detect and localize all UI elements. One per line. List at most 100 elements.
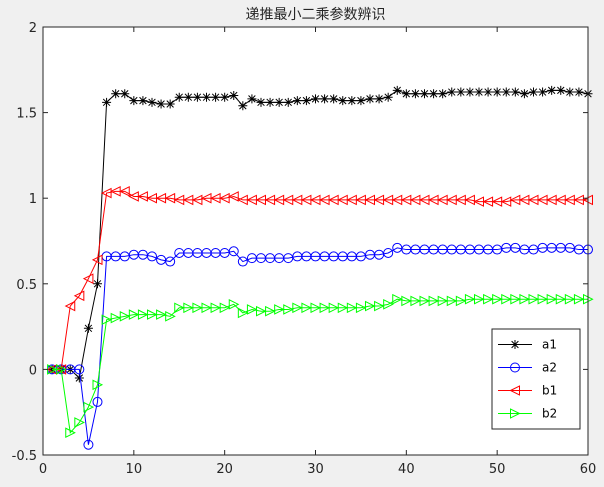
data-point-a1 [147,97,157,107]
data-point-a1 [429,89,439,99]
data-point-b2 [328,302,340,314]
data-point-a1 [483,87,493,97]
data-point-a1 [301,96,311,106]
data-point-b2 [274,304,285,315]
data-point-a1 [111,89,121,99]
legend-item-a2: a2 [498,361,557,375]
data-point-b1 [191,194,203,206]
data-point-a1 [265,97,275,107]
data-point-b2 [256,305,267,317]
data-point-b2 [101,314,113,326]
data-point-a1 [292,96,302,106]
data-point-a1 [410,89,420,99]
data-point-a1 [547,85,557,95]
data-point-a1 [456,87,466,97]
legend-item-a1: a1 [498,338,557,352]
data-point-b2 [183,302,194,314]
data-point-b2 [483,293,494,305]
data-point-b2 [246,304,258,315]
data-point-a1 [311,94,320,104]
data-point-b2 [219,302,231,314]
legend-item-b2: b2 [498,407,557,421]
x-tick-label: 10 [126,462,143,477]
data-point-b2 [392,293,403,305]
data-point-b2 [374,300,385,312]
legend-item-b1: b1 [498,384,557,398]
data-point-a1 [320,94,330,104]
data-point-b1 [464,194,475,206]
data-point-b2 [365,300,376,312]
data-point-b2 [492,293,503,305]
data-point-b1 [100,187,112,199]
y-tick-label: 1.5 [16,107,37,122]
data-point-a1 [556,85,566,95]
data-point-a1 [538,87,548,97]
x-tick-label: 50 [489,462,506,477]
data-point-b1 [219,192,230,204]
plot-area [46,85,594,450]
data-point-b2 [165,311,176,322]
data-point-a1 [192,92,202,102]
legend-label: a1 [542,338,557,352]
legend-label: a2 [542,361,557,375]
data-point-b2 [510,293,521,305]
data-point-b2 [419,295,431,307]
data-point-a1 [438,89,448,99]
legend-marker-a2 [510,362,520,373]
legend-label: b2 [542,407,557,421]
data-point-b2 [228,299,240,310]
data-point-a1 [329,94,339,104]
data-point-b2 [92,379,104,391]
data-point-a2 [237,256,248,267]
chart-title: 递推最小二乘参数辨识 [246,6,386,23]
data-point-a2 [92,396,103,407]
data-point-b2 [174,302,185,314]
data-point-b1 [64,300,76,312]
data-point-b2 [56,364,67,375]
data-point-a1 [102,97,112,107]
data-point-b2 [83,401,95,413]
y-tick-label: -0.5 [12,449,37,464]
data-point-b2 [383,299,394,310]
data-point-b2 [410,295,422,307]
data-point-b1 [500,196,512,207]
data-point-a1 [529,87,538,97]
data-point-a1 [401,89,411,99]
data-point-b1 [137,191,148,202]
data-point-b2 [74,417,85,428]
axis-ticks: 0 10 20 30 40 50 60-0.500.511.52 [12,21,597,477]
data-point-b2 [355,302,367,314]
data-point-a1 [447,87,457,97]
data-point-a1 [83,323,93,333]
data-point-b2 [428,295,440,307]
y-tick-label: 0 [29,363,37,378]
data-point-b2 [401,295,412,307]
data-point-a2 [228,246,239,257]
data-point-a1 [420,89,429,99]
data-point-a2 [147,251,157,262]
data-point-b1 [73,290,85,302]
x-tick-label: 60 [580,462,597,477]
data-point-b2 [65,427,76,439]
x-tick-label: 20 [216,462,233,477]
data-point-b2 [192,302,204,314]
data-point-b2 [119,311,131,322]
data-point-a2 [383,247,394,258]
data-point-a2 [83,439,94,450]
data-point-a1 [93,279,102,289]
data-point-a1 [202,92,211,102]
data-point-b2 [128,309,140,320]
y-tick-label: 0.5 [16,278,37,293]
data-point-a1 [519,89,529,99]
legend-marker-b1 [509,385,520,396]
legend-label: b1 [542,384,557,398]
data-point-b2 [537,293,549,305]
data-point-b2 [528,293,540,305]
data-point-b2 [573,293,585,305]
data-point-b2 [564,293,576,305]
data-point-a1 [283,97,293,107]
data-point-b2 [546,293,558,305]
data-point-a1 [183,92,193,102]
data-point-a2 [74,364,85,375]
x-tick-label: 40 [398,462,415,477]
